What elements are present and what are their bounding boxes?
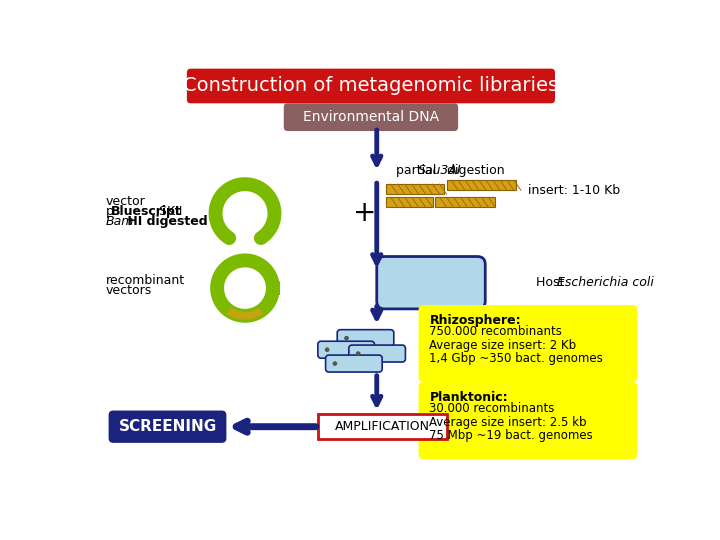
Circle shape [333, 361, 337, 366]
Text: insert: 1-10 Kb: insert: 1-10 Kb [528, 184, 620, 197]
FancyBboxPatch shape [386, 184, 444, 194]
Text: p: p [106, 205, 113, 218]
Polygon shape [253, 310, 256, 318]
Polygon shape [249, 312, 251, 319]
Text: Planktonic:: Planktonic: [429, 391, 508, 404]
Polygon shape [234, 310, 237, 318]
Polygon shape [235, 310, 238, 318]
Polygon shape [258, 308, 262, 315]
Circle shape [356, 351, 361, 356]
FancyBboxPatch shape [377, 256, 485, 309]
Text: 30.000 recombinants: 30.000 recombinants [429, 402, 555, 415]
Polygon shape [229, 309, 234, 316]
FancyBboxPatch shape [418, 382, 637, 459]
Text: HI digested: HI digested [122, 214, 207, 228]
Text: Environmental DNA: Environmental DNA [303, 110, 439, 124]
Text: vectors: vectors [106, 284, 152, 297]
Text: Average size insert: 2.5 kb: Average size insert: 2.5 kb [429, 416, 587, 429]
FancyBboxPatch shape [318, 341, 374, 358]
FancyBboxPatch shape [284, 103, 458, 131]
Polygon shape [253, 310, 257, 318]
Text: vector: vector [106, 194, 145, 207]
Text: 1,4 Gbp ~350 bact. genomes: 1,4 Gbp ~350 bact. genomes [429, 353, 603, 366]
Polygon shape [248, 312, 249, 320]
FancyBboxPatch shape [325, 355, 382, 372]
Circle shape [344, 336, 349, 340]
Text: Host:: Host: [536, 276, 572, 289]
FancyBboxPatch shape [337, 330, 394, 347]
Polygon shape [240, 312, 243, 320]
Polygon shape [254, 310, 258, 318]
Text: AMPLIFICATION: AMPLIFICATION [335, 420, 430, 433]
FancyBboxPatch shape [349, 345, 405, 362]
Text: Average size insert: 2 Kb: Average size insert: 2 Kb [429, 339, 577, 352]
Polygon shape [243, 312, 245, 320]
Text: SCREENING: SCREENING [118, 419, 217, 434]
Text: 75 Mbp ~19 bact. genomes: 75 Mbp ~19 bact. genomes [429, 429, 593, 442]
Polygon shape [246, 312, 248, 320]
Polygon shape [235, 311, 238, 319]
Polygon shape [258, 308, 264, 314]
Polygon shape [241, 312, 243, 320]
Polygon shape [230, 309, 235, 316]
Polygon shape [227, 308, 232, 314]
Polygon shape [251, 311, 253, 319]
Text: recombinant: recombinant [106, 274, 184, 287]
Text: Bam: Bam [106, 214, 134, 228]
Polygon shape [245, 312, 246, 320]
Polygon shape [257, 308, 261, 315]
Polygon shape [256, 309, 261, 316]
Polygon shape [228, 308, 233, 315]
Text: 750.000 recombinants: 750.000 recombinants [429, 325, 562, 338]
Text: partial: partial [396, 164, 441, 177]
Polygon shape [240, 312, 242, 319]
Text: Bluescript: Bluescript [111, 205, 181, 218]
Polygon shape [248, 312, 251, 319]
Text: Sau3AI: Sau3AI [418, 164, 462, 177]
Polygon shape [247, 312, 248, 320]
FancyBboxPatch shape [386, 197, 433, 207]
Polygon shape [238, 312, 241, 319]
Text: Rhizosphere:: Rhizosphere: [429, 314, 521, 327]
Polygon shape [255, 309, 259, 317]
FancyBboxPatch shape [446, 180, 516, 190]
FancyBboxPatch shape [418, 305, 637, 382]
Polygon shape [252, 310, 256, 318]
Polygon shape [231, 309, 235, 317]
FancyBboxPatch shape [109, 410, 226, 443]
FancyBboxPatch shape [318, 414, 447, 439]
Text: SKII: SKII [155, 205, 182, 218]
Polygon shape [250, 312, 253, 319]
Polygon shape [233, 310, 237, 318]
Circle shape [325, 347, 330, 352]
Text: digestion: digestion [443, 164, 504, 177]
Polygon shape [243, 312, 244, 320]
Text: Construction of metagenomic libraries: Construction of metagenomic libraries [184, 77, 559, 96]
Polygon shape [237, 311, 240, 319]
FancyBboxPatch shape [435, 197, 495, 207]
Polygon shape [251, 311, 254, 319]
Polygon shape [228, 308, 233, 315]
Polygon shape [256, 309, 260, 316]
Text: Escherichia coli: Escherichia coli [557, 276, 654, 289]
FancyBboxPatch shape [187, 69, 555, 103]
Text: +: + [354, 199, 377, 227]
Polygon shape [238, 312, 240, 319]
Polygon shape [232, 310, 236, 318]
